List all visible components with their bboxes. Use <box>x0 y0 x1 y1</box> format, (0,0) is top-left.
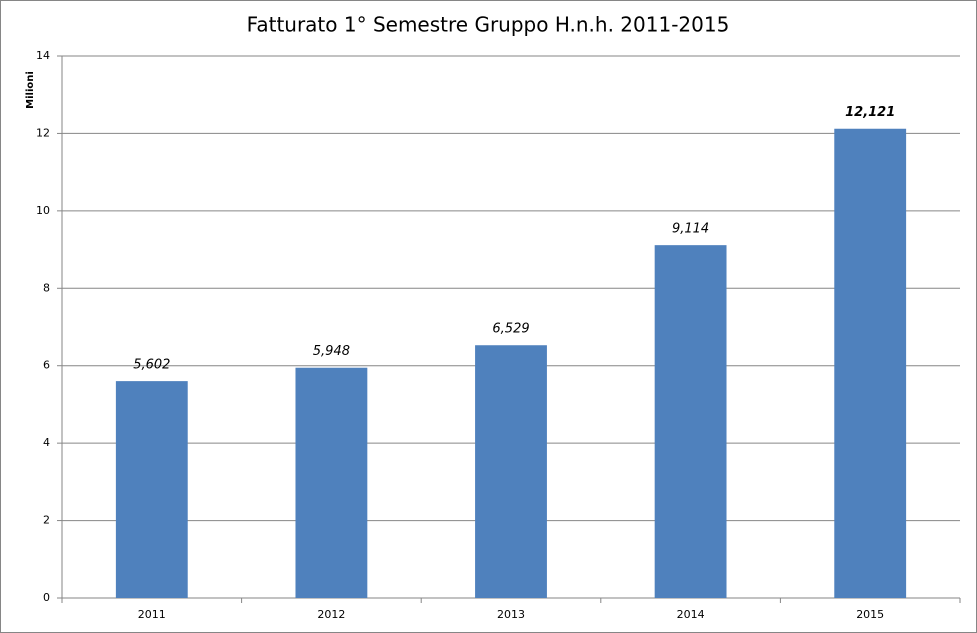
x-tick-label: 2011 <box>138 608 166 621</box>
bar <box>475 345 547 598</box>
chart-title: Fatturato 1° Semestre Gruppo H.n.h. 2011… <box>247 13 730 37</box>
x-tick-label: 2015 <box>856 608 884 621</box>
y-tick-label: 10 <box>36 204 50 217</box>
value-label: 12,121 <box>845 105 895 120</box>
y-tick-label: 6 <box>43 359 50 372</box>
value-label: 5,948 <box>313 344 350 359</box>
x-tick-label: 2012 <box>317 608 345 621</box>
y-tick-label: 14 <box>36 49 50 62</box>
y-tick-label: 4 <box>43 436 50 449</box>
value-label: 6,529 <box>492 322 529 337</box>
y-tick-label: 12 <box>36 126 50 139</box>
y-tick-label: 8 <box>43 281 50 294</box>
y-tick-label: 2 <box>43 514 50 527</box>
y-axis-label: Milioni <box>25 71 36 109</box>
bar <box>834 128 907 598</box>
x-tick-label: 2013 <box>497 608 525 621</box>
bar <box>654 245 727 598</box>
value-label: 9,114 <box>672 222 709 237</box>
bar <box>295 367 368 598</box>
x-tick-label: 2014 <box>677 608 705 621</box>
value-label: 5,602 <box>133 358 170 373</box>
bar <box>115 381 188 598</box>
y-tick-label: 0 <box>43 591 50 604</box>
